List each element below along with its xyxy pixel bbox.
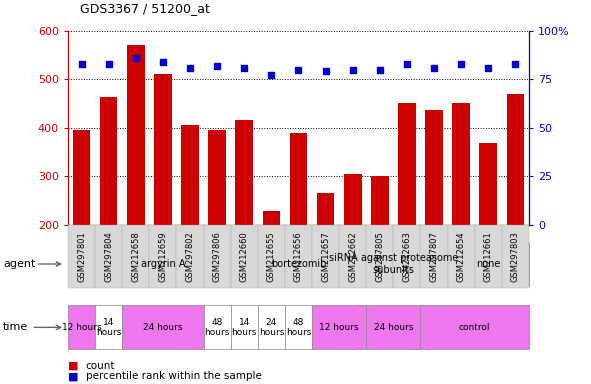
Text: count: count xyxy=(86,361,115,371)
Text: GSM212662: GSM212662 xyxy=(348,231,357,282)
Text: bortezomib: bortezomib xyxy=(271,259,326,269)
Point xyxy=(483,65,493,71)
Text: GSM297806: GSM297806 xyxy=(213,231,222,282)
Bar xyxy=(181,125,199,225)
Bar xyxy=(262,211,280,225)
Point xyxy=(77,61,86,67)
Text: GSM212660: GSM212660 xyxy=(240,231,249,282)
Point xyxy=(158,59,168,65)
Bar xyxy=(317,193,335,225)
Text: ■: ■ xyxy=(68,361,79,371)
Point xyxy=(321,68,330,74)
Text: 24
hours: 24 hours xyxy=(259,318,284,337)
Text: 12 hours: 12 hours xyxy=(319,323,359,332)
Bar xyxy=(290,134,307,225)
Text: GSM297805: GSM297805 xyxy=(375,231,384,282)
Bar xyxy=(426,110,443,225)
Point xyxy=(239,65,249,71)
Text: 12 hours: 12 hours xyxy=(61,323,101,332)
Text: 24 hours: 24 hours xyxy=(143,323,183,332)
Text: 48
hours: 48 hours xyxy=(204,318,230,337)
Point xyxy=(294,66,303,73)
Point xyxy=(456,61,466,67)
Text: GSM212655: GSM212655 xyxy=(267,231,276,281)
Text: GSM212658: GSM212658 xyxy=(131,231,140,282)
Text: GSM297807: GSM297807 xyxy=(430,231,439,282)
Point xyxy=(185,65,194,71)
Text: 24 hours: 24 hours xyxy=(374,323,413,332)
Point xyxy=(511,61,520,67)
Bar xyxy=(100,97,118,225)
Bar xyxy=(208,130,226,225)
Text: agent: agent xyxy=(3,259,35,269)
Text: percentile rank within the sample: percentile rank within the sample xyxy=(86,371,262,381)
Bar xyxy=(154,74,172,225)
Point xyxy=(131,55,141,61)
Bar xyxy=(371,176,389,225)
Text: GSM297801: GSM297801 xyxy=(77,231,86,282)
Point xyxy=(104,61,113,67)
Point xyxy=(429,65,439,71)
Text: 14
hours: 14 hours xyxy=(232,318,257,337)
Text: siRNA against proteasome
subunits: siRNA against proteasome subunits xyxy=(329,253,458,275)
Text: GSM212663: GSM212663 xyxy=(402,231,411,282)
Text: ■: ■ xyxy=(68,371,79,381)
Point xyxy=(402,61,412,67)
Text: GSM212659: GSM212659 xyxy=(158,231,167,281)
Bar xyxy=(506,94,524,225)
Text: GSM212657: GSM212657 xyxy=(321,231,330,282)
Point xyxy=(267,72,276,78)
Bar xyxy=(73,130,90,225)
Text: GSM212654: GSM212654 xyxy=(457,231,466,281)
Point xyxy=(375,66,385,73)
Text: 14
hours: 14 hours xyxy=(96,318,121,337)
Bar xyxy=(235,121,253,225)
Text: GDS3367 / 51200_at: GDS3367 / 51200_at xyxy=(80,2,210,15)
Bar xyxy=(398,103,415,225)
Bar xyxy=(344,174,362,225)
Text: 48
hours: 48 hours xyxy=(286,318,311,337)
Point xyxy=(212,63,222,69)
Text: GSM297803: GSM297803 xyxy=(511,231,520,282)
Text: GSM212661: GSM212661 xyxy=(484,231,493,282)
Bar xyxy=(127,45,145,225)
Bar xyxy=(479,143,497,225)
Point xyxy=(348,66,358,73)
Text: control: control xyxy=(459,323,491,332)
Text: argyrin A: argyrin A xyxy=(141,259,185,269)
Text: none: none xyxy=(476,259,501,269)
Text: time: time xyxy=(3,322,28,333)
Text: GSM297804: GSM297804 xyxy=(104,231,113,282)
Text: GSM297802: GSM297802 xyxy=(186,231,194,282)
Bar xyxy=(452,103,470,225)
Text: GSM212656: GSM212656 xyxy=(294,231,303,282)
